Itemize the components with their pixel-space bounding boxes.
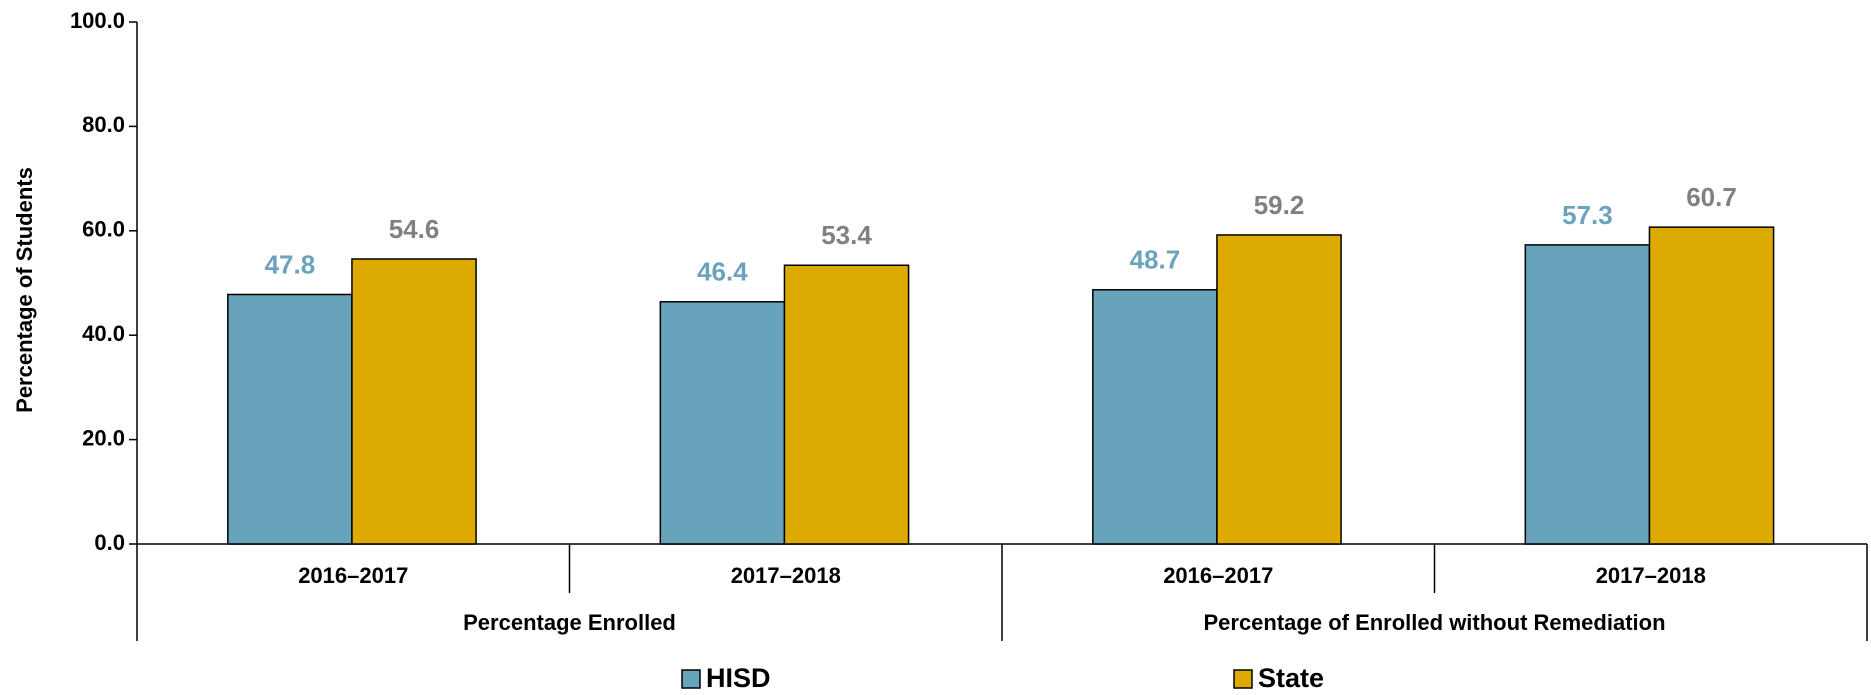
y-tick-label: 0.0 — [94, 530, 125, 555]
data-label: 47.8 — [265, 249, 316, 279]
x-tick-label: 2016–2017 — [298, 563, 408, 588]
y-tick-label: 100.0 — [70, 8, 125, 33]
y-tick-label: 40.0 — [82, 321, 125, 346]
group-label: Percentage of Enrolled without Remediati… — [1203, 610, 1665, 635]
legend-swatch — [1233, 669, 1253, 689]
bar — [1092, 289, 1218, 545]
bar — [659, 301, 786, 545]
bar — [1648, 226, 1775, 545]
data-label: 48.7 — [1130, 245, 1181, 275]
data-label: 46.4 — [697, 257, 748, 287]
legend-label: State — [1258, 663, 1324, 693]
x-tick-label: 2017–2018 — [1596, 563, 1706, 588]
bar — [227, 293, 353, 545]
y-tick-label: 60.0 — [82, 217, 125, 242]
y-tick-label: 20.0 — [82, 425, 125, 450]
legend-label: HISD — [706, 663, 771, 693]
bar — [783, 264, 910, 545]
data-label: 59.2 — [1254, 190, 1305, 220]
bar — [351, 258, 477, 545]
group-label: Percentage Enrolled — [463, 610, 676, 635]
data-label: 57.3 — [1562, 200, 1613, 230]
bar — [1524, 244, 1651, 545]
legend-swatch — [681, 669, 701, 689]
y-axis-title: Percentage of Students — [12, 167, 37, 413]
x-tick-label: 2016–2017 — [1163, 563, 1273, 588]
data-label: 54.6 — [389, 214, 440, 244]
y-tick-label: 80.0 — [82, 112, 125, 137]
data-label: 60.7 — [1686, 182, 1737, 212]
data-label: 53.4 — [821, 220, 872, 250]
bar — [1216, 234, 1342, 545]
x-tick-label: 2017–2018 — [731, 563, 841, 588]
